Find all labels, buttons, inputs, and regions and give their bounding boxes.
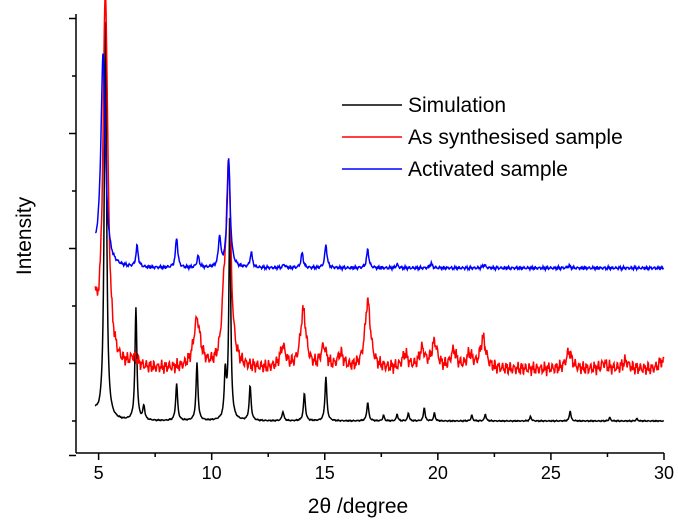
x-tick-label: 20 [428, 463, 448, 483]
series-line-1 [94, 21, 665, 423]
axes [69, 14, 665, 460]
x-tick-label: 25 [541, 463, 561, 483]
legend: Simulation As synthesised sample Activated… [342, 94, 623, 181]
y-axis-title: Intensity [13, 196, 36, 275]
x-tick-label: 30 [654, 463, 674, 483]
series-line-3 [94, 53, 665, 273]
series-group [94, 0, 665, 423]
legend-label: Activated sample [408, 158, 568, 181]
tick-labels: 5 10 15 20 25 30 [94, 463, 674, 483]
x-axis-title: 2θ /degree [308, 495, 408, 518]
x-tick-label: 10 [202, 463, 222, 483]
legend-label: As synthesised sample [408, 126, 623, 149]
x-tick-label: 5 [94, 463, 104, 483]
legend-label: Simulation [408, 94, 506, 117]
series-line-2 [94, 0, 665, 377]
x-tick-label: 15 [315, 463, 335, 483]
